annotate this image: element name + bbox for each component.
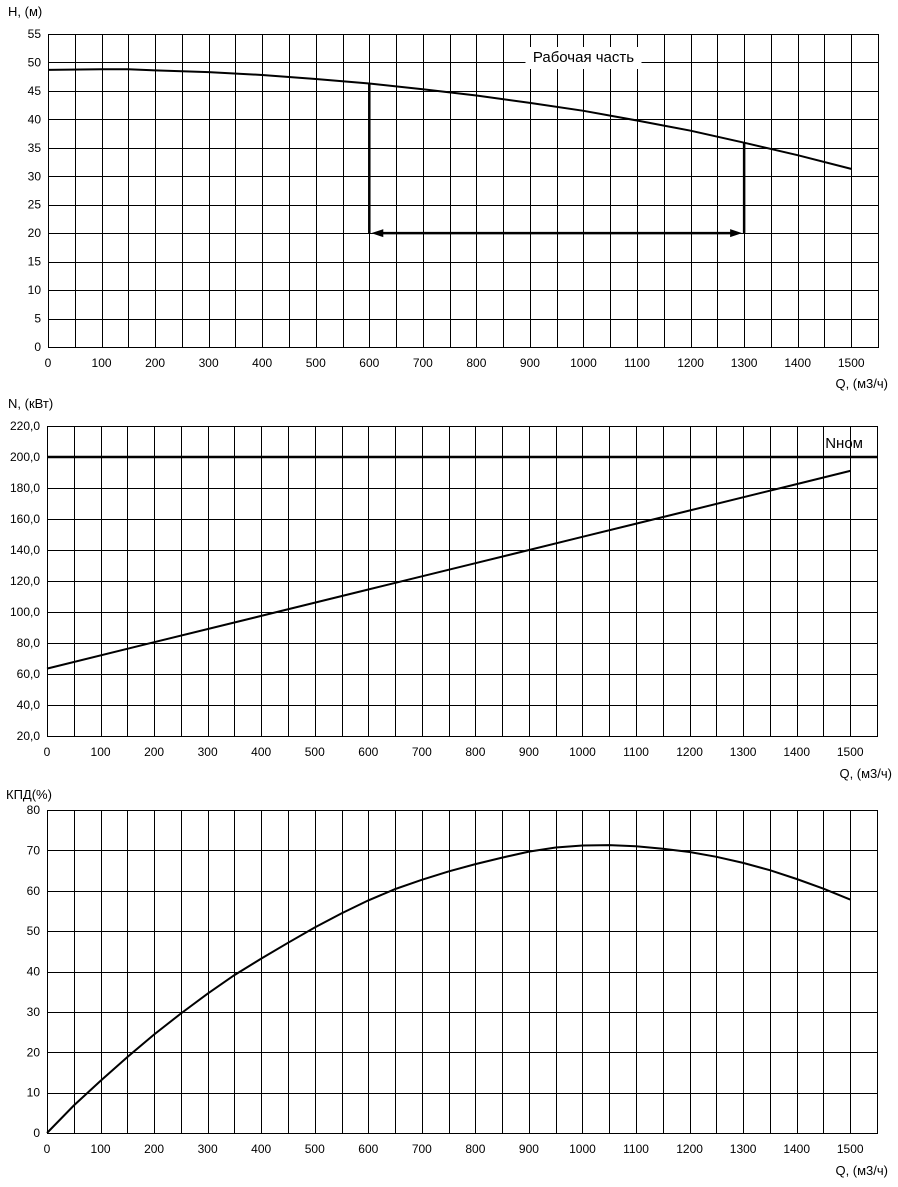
head-y-tick-label: 0 [34,340,41,354]
efficiency-curve [46,844,851,1134]
head-x-tick-label: 1500 [838,356,865,370]
head-y-tick-label: 15 [28,255,42,269]
head-y-tick-label: 10 [28,283,42,297]
power-x-tick-label: 1300 [730,745,757,759]
power-x-tick-label: 100 [91,745,111,759]
power-x-tick-label: 900 [519,745,539,759]
head-x-tick-label: 200 [145,356,165,370]
power-y-tick-label: 220,0 [10,419,40,433]
head-annotation-bg [525,47,642,69]
efficiency-x-tick-label: 900 [519,1142,539,1156]
efficiency-x-tick-label: 1400 [783,1142,810,1156]
power-y-tick-label: 60,0 [17,667,41,681]
head-range-arrow-head-right [730,229,743,238]
head-y-tick-label: 20 [28,226,42,240]
power-curve [46,469,851,670]
power-x-tick-label: 400 [251,745,271,759]
head-x-tick-label: 800 [466,356,486,370]
power-y-tick-label: 40,0 [17,698,41,712]
efficiency-x-tick-label: 1000 [569,1142,596,1156]
head-x-tick-label: 1300 [731,356,758,370]
power-x-tick-label: 700 [412,745,432,759]
head-y-tick-label: 40 [28,112,42,126]
head-y-tick-label: 50 [28,55,42,69]
power-y-tick-label: 200,0 [10,450,40,464]
head-x-tick-label: 1100 [624,356,650,370]
power-x-tick-label: 600 [358,745,378,759]
efficiency-y-tick-label: 80 [27,803,41,817]
power-y-axis-label: N, (кВт) [8,396,53,411]
power-x-tick-label: 1500 [837,745,864,759]
head-y-tick-label: 25 [28,198,42,212]
efficiency-x-tick-label: 1300 [730,1142,757,1156]
power-x-tick-label: 1200 [676,745,703,759]
head-x-tick-label: 500 [306,356,326,370]
power-y-tick-label: 180,0 [10,481,40,495]
power-y-tick-label: 140,0 [10,543,40,557]
head-x-tick-label: 1000 [570,356,597,370]
efficiency-y-tick-label: 70 [27,843,41,857]
power-x-tick-label: 1100 [623,745,649,759]
head-y-tick-label: 45 [28,84,42,98]
head-x-tick-label: 1400 [784,356,811,370]
head-x-tick-label: 1200 [677,356,704,370]
power-y-tick-label: 20,0 [17,729,41,743]
head-x-tick-label: 700 [413,356,433,370]
efficiency-x-tick-label: 400 [251,1142,271,1156]
efficiency-y-tick-label: 40 [27,965,41,979]
head-x-tick-label: 900 [520,356,540,370]
power-x-axis-label: Q, (м3/ч) [839,766,892,781]
head-y-tick-label: 5 [34,312,41,326]
head-range-arrow-head-left [371,229,384,238]
power-y-tick-label: 160,0 [10,512,40,526]
efficiency-x-axis-label: Q, (м3/ч) [835,1163,888,1178]
head-x-tick-label: 400 [252,356,272,370]
head-x-tick-label: 0 [45,356,52,370]
efficiency-x-tick-label: 500 [305,1142,325,1156]
head-y-tick-label: 55 [28,27,42,41]
power-reference-label: Nном [825,435,863,452]
power-y-tick-label: 80,0 [17,636,41,650]
power-x-tick-label: 0 [44,745,51,759]
power-x-tick-label: 200 [144,745,164,759]
efficiency-plot-frame [47,810,878,1134]
efficiency-y-tick-label: 20 [27,1045,41,1059]
efficiency-x-tick-label: 600 [358,1142,378,1156]
power-x-tick-label: 1000 [569,745,596,759]
power-x-tick-label: 500 [305,745,325,759]
power-y-tick-label: 120,0 [10,574,40,588]
efficiency-x-tick-label: 200 [144,1142,164,1156]
efficiency-x-tick-label: 300 [198,1142,218,1156]
head-y-tick-label: 35 [28,141,42,155]
head-x-tick-label: 300 [199,356,219,370]
efficiency-x-tick-label: 1100 [623,1142,649,1156]
power-plot-frame [47,426,878,737]
efficiency-y-tick-label: 30 [27,1005,41,1019]
head-curve [47,68,852,170]
efficiency-x-tick-label: 0 [44,1142,51,1156]
head-annotation-label: Рабочая часть [533,49,634,66]
efficiency-x-tick-label: 1200 [676,1142,703,1156]
efficiency-y-tick-label: 10 [27,1086,41,1100]
efficiency-y-tick-label: 0 [33,1126,40,1140]
efficiency-x-tick-label: 1500 [837,1142,864,1156]
head-x-axis-label: Q, (м3/ч) [835,376,888,391]
head-y-tick-label: 30 [28,169,42,183]
power-x-tick-label: 300 [198,745,218,759]
head-y-axis-label: H, (м) [8,4,42,19]
power-y-tick-label: 100,0 [10,605,40,619]
power-x-tick-label: 1400 [783,745,810,759]
efficiency-y-tick-label: 60 [27,884,41,898]
efficiency-x-tick-label: 800 [465,1142,485,1156]
head-x-tick-label: 100 [92,356,112,370]
head-x-tick-label: 600 [359,356,379,370]
efficiency-y-axis-label: КПД(%) [6,787,52,802]
efficiency-y-tick-label: 50 [27,924,41,938]
efficiency-x-tick-label: 700 [412,1142,432,1156]
head-plot-frame [48,34,879,348]
efficiency-x-tick-label: 100 [91,1142,111,1156]
power-x-tick-label: 800 [465,745,485,759]
